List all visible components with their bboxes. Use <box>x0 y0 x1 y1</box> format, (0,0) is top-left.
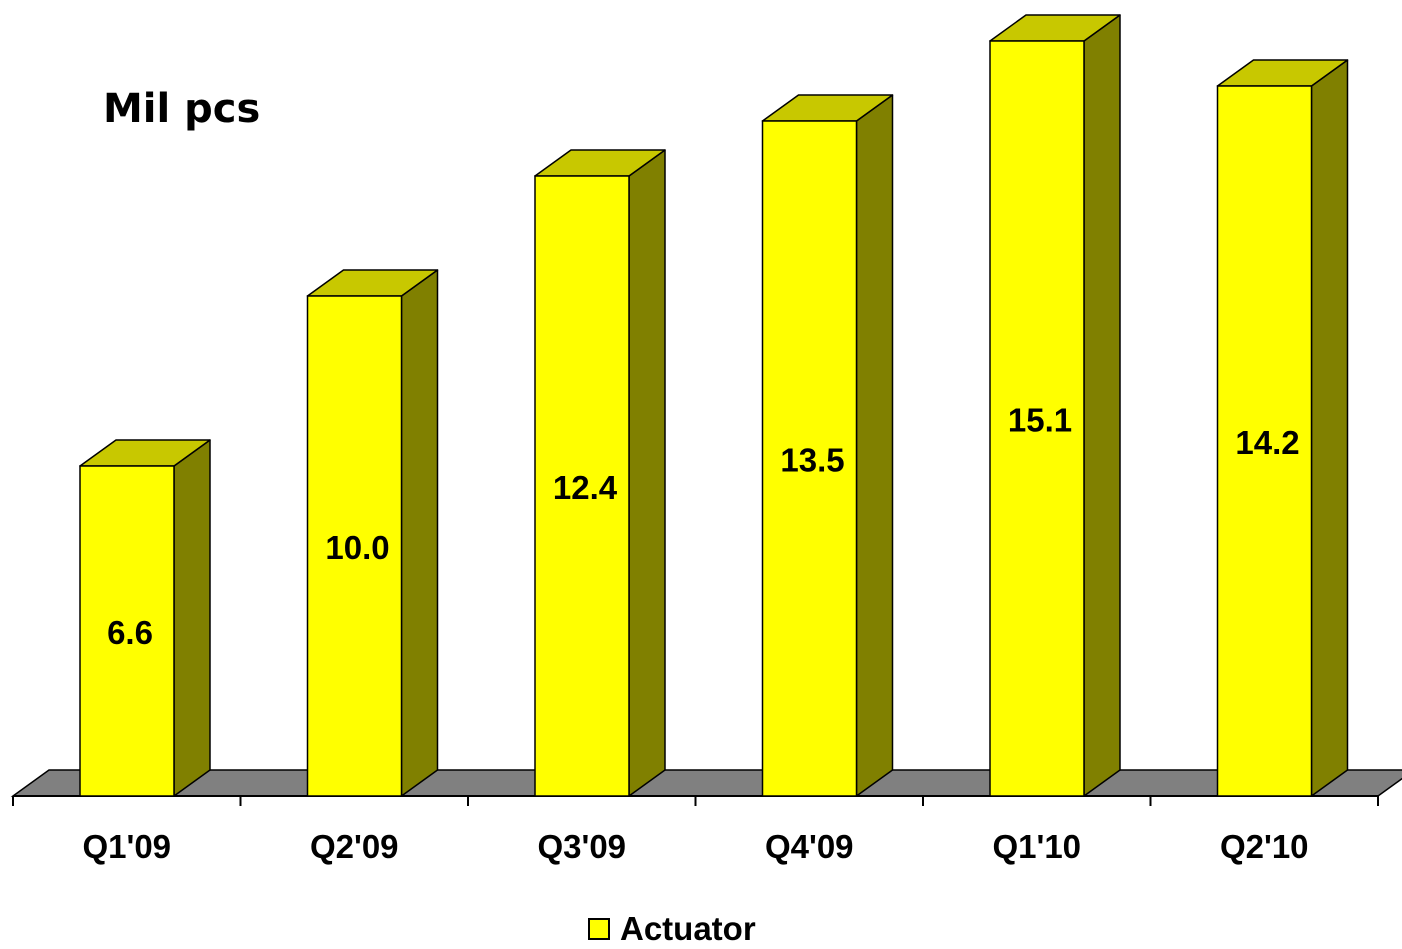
bar-Q1'09 <box>79 439 211 797</box>
x-tick-label: Q2'09 <box>310 828 399 865</box>
data-labels: 6.6 10.0 12.4 13.5 15.1 14.2 <box>107 402 1300 652</box>
data-label: 10.0 <box>325 529 389 566</box>
bar-Q2'09 <box>306 269 439 797</box>
legend-swatch-actuator <box>588 918 610 940</box>
bars <box>79 14 1349 797</box>
unit-label: Mil pcs <box>103 86 261 132</box>
data-label: 13.5 <box>780 442 844 479</box>
data-label: 12.4 <box>553 469 618 506</box>
data-label: 15.1 <box>1008 402 1072 439</box>
bar-side-face <box>1310 59 1349 797</box>
bar-front-face <box>79 465 175 797</box>
x-tick-label: Q1'09 <box>82 828 171 865</box>
x-tick-label: Q1'10 <box>992 828 1081 865</box>
bar-front-face <box>761 120 858 797</box>
bar-front-face <box>1216 85 1313 797</box>
x-axis <box>12 795 1379 806</box>
x-tick-label: Q2'10 <box>1220 828 1309 865</box>
bar-front-face <box>306 295 403 797</box>
bar-side-face <box>1083 14 1121 797</box>
bar-side-face <box>855 94 894 797</box>
bar-front-face <box>534 175 630 797</box>
bar-side-face <box>400 269 439 797</box>
bar-Q4'09 <box>761 94 894 797</box>
data-label: 14.2 <box>1235 424 1299 461</box>
bar-Q3'09 <box>534 149 666 797</box>
bar-front-face <box>989 40 1085 797</box>
bar-Q2'10 <box>1216 59 1349 797</box>
bar-side-face <box>173 439 211 797</box>
bar-Q1'10 <box>989 14 1121 797</box>
data-label: 6.6 <box>107 614 153 651</box>
legend-label-actuator: Actuator <box>620 910 756 947</box>
x-tick-labels: Q1'09 Q2'09 Q3'09 Q4'09 Q1'10 Q2'10 <box>82 828 1308 865</box>
x-tick-label: Q3'09 <box>537 828 626 865</box>
chart-floor <box>10 769 1402 797</box>
x-tick-label: Q4'09 <box>765 828 854 865</box>
legend: Actuator <box>588 909 756 949</box>
bar-side-face <box>628 149 666 797</box>
